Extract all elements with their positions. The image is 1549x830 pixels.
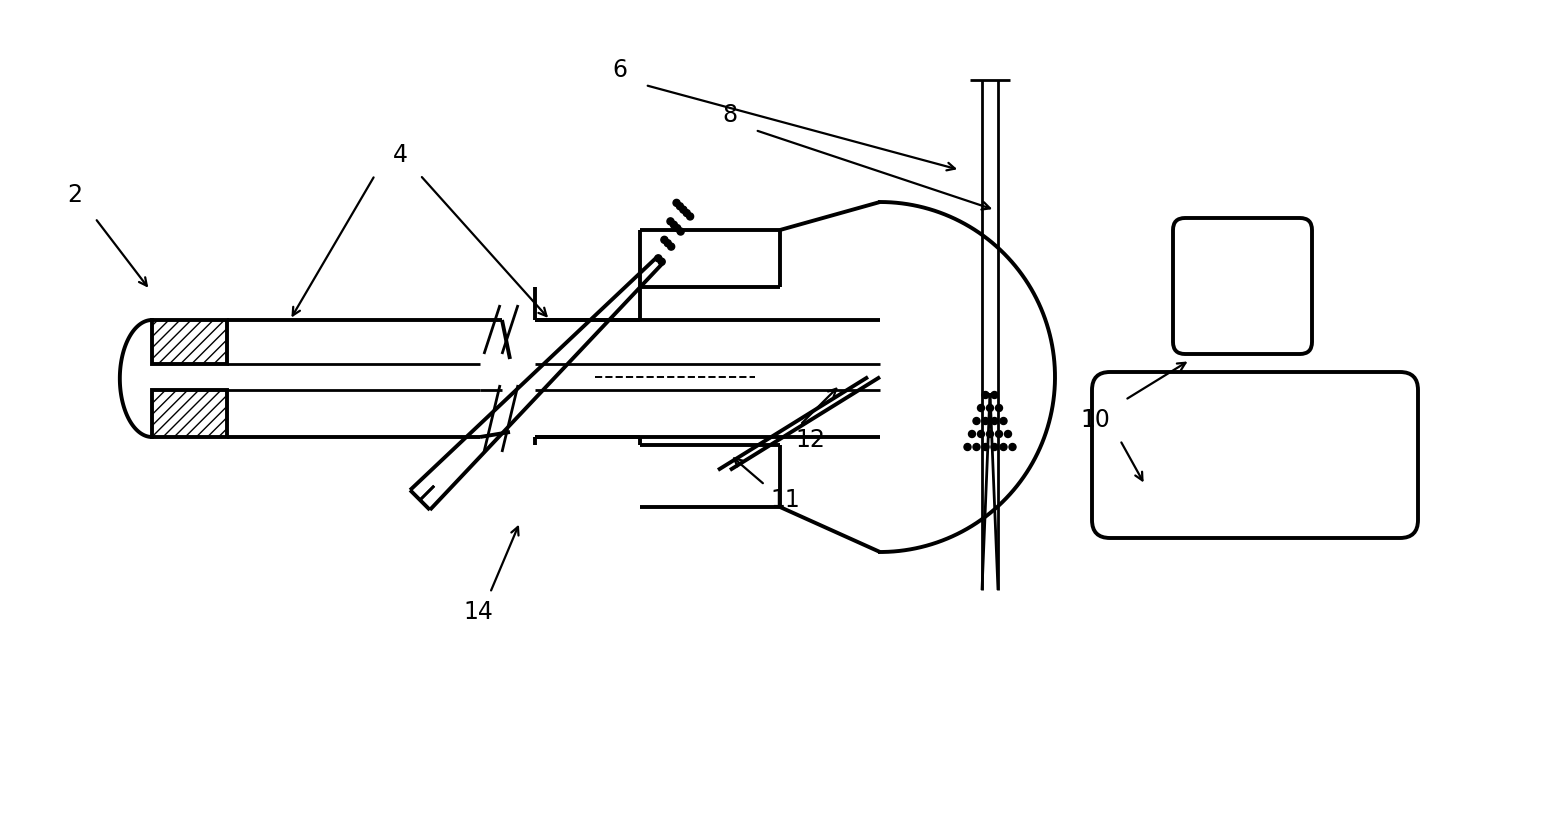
Circle shape [968,431,976,437]
Text: 6: 6 [612,58,627,82]
Bar [152,320,228,364]
Circle shape [982,417,988,424]
FancyBboxPatch shape [1173,218,1312,354]
Circle shape [973,417,981,424]
Circle shape [991,392,998,398]
FancyBboxPatch shape [1092,372,1417,538]
Bar [152,390,228,437]
Circle shape [996,404,1002,412]
Circle shape [661,237,668,243]
Circle shape [987,404,993,412]
Circle shape [668,243,675,250]
Circle shape [680,206,686,213]
Circle shape [674,199,680,207]
Circle shape [674,225,680,232]
Circle shape [1001,417,1007,424]
Circle shape [671,222,677,228]
Circle shape [1001,443,1007,451]
Circle shape [963,443,971,451]
Text: 14: 14 [463,600,493,624]
Circle shape [1004,431,1011,437]
Circle shape [982,443,988,451]
Text: 12: 12 [795,428,826,452]
Circle shape [683,209,691,217]
Text: 8: 8 [722,103,737,127]
Circle shape [996,431,1002,437]
Circle shape [977,404,985,412]
Circle shape [991,417,998,424]
Circle shape [982,392,988,398]
Circle shape [977,431,985,437]
Circle shape [677,228,685,235]
Text: 11: 11 [770,488,799,512]
Circle shape [991,443,998,451]
Circle shape [987,431,993,437]
Circle shape [1008,443,1016,451]
Circle shape [658,258,665,266]
Text: 4: 4 [392,143,407,167]
Circle shape [655,255,661,261]
Circle shape [668,217,674,225]
Text: 2: 2 [68,183,82,207]
Circle shape [665,240,671,247]
Circle shape [677,203,683,210]
Text: 10: 10 [1080,408,1111,432]
Circle shape [686,213,694,220]
Circle shape [973,443,981,451]
